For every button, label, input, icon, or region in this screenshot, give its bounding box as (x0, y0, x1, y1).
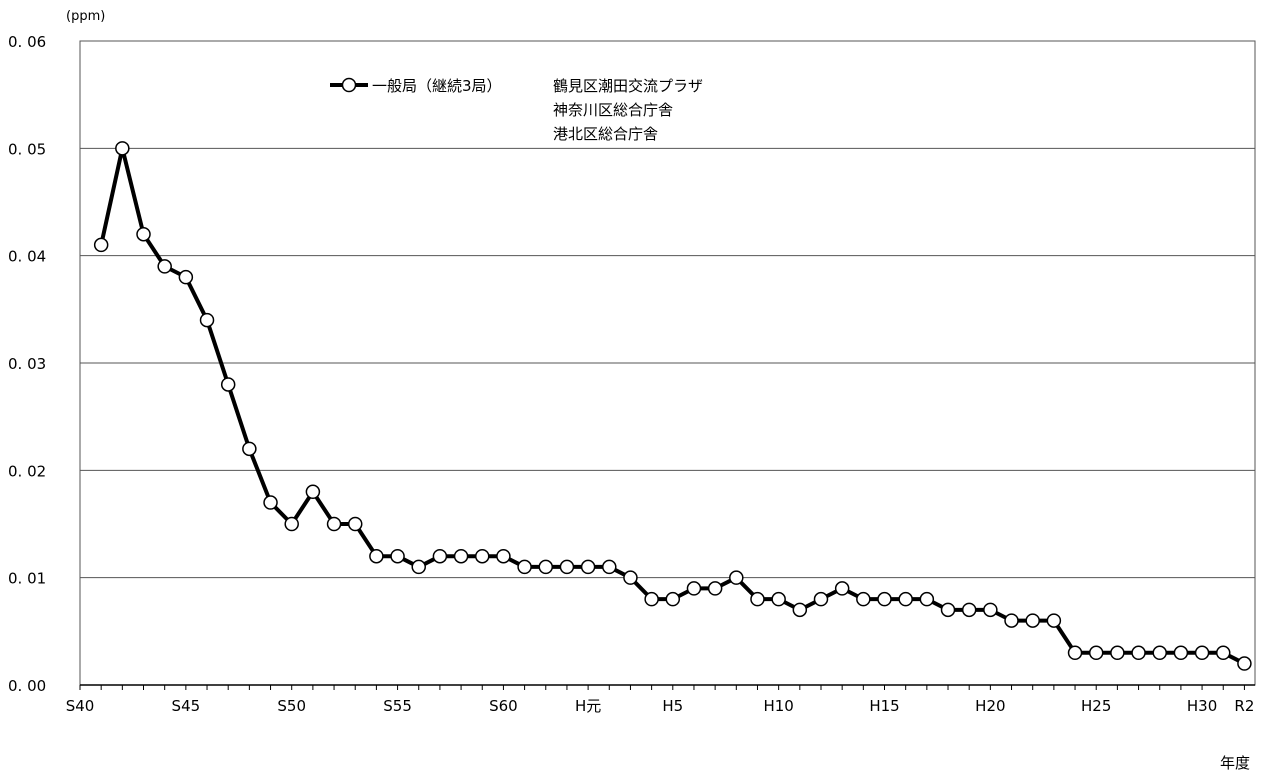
data-point (305, 484, 321, 500)
data-point (580, 559, 596, 575)
data-point (390, 548, 405, 564)
y-tick-label: 0. 01 (8, 570, 46, 588)
data-point (115, 141, 130, 156)
x-tick-label: S45 (172, 697, 201, 715)
x-tick-label: S50 (277, 697, 306, 715)
data-point (1025, 613, 1040, 628)
data-point (856, 591, 871, 607)
x-tick-label: S55 (383, 697, 412, 715)
y-tick-label: 0. 04 (8, 248, 46, 266)
x-tick-label: H10 (763, 697, 793, 715)
data-point (157, 259, 172, 274)
legend-series-name: 一般局（継続3局） (372, 77, 502, 95)
data-point (1237, 656, 1252, 671)
x-tick-label: H25 (1081, 697, 1111, 715)
x-tick-label: H元 (575, 697, 601, 715)
data-point (1067, 645, 1083, 661)
x-tick-label: S40 (66, 697, 95, 715)
x-axis-title: 年度 (1220, 754, 1250, 772)
legend-marker (341, 77, 357, 93)
data-point (834, 581, 850, 596)
legend-station-label: 神奈川区総合庁舎 (553, 101, 673, 119)
data-point (136, 226, 151, 242)
data-point (453, 548, 469, 564)
data-point (220, 377, 236, 392)
x-axis: S40 S45 S50 S55 S60 H元 H5 H10 H15 H20 H25 H30 R2 (66, 684, 1255, 715)
data-point (961, 602, 977, 618)
data-point (750, 591, 765, 607)
x-tick-label: S60 (489, 697, 518, 715)
data-point (1110, 645, 1125, 661)
data-point (1131, 645, 1146, 661)
data-point (602, 559, 617, 575)
data-point (919, 591, 935, 607)
data-point (538, 559, 554, 575)
data-point (263, 495, 278, 510)
data-point (983, 602, 998, 618)
legend-station-label: 港北区総合庁舎 (553, 125, 658, 143)
y-tick-label: 0. 00 (8, 677, 46, 695)
legend-station-label: 鶴見区潮田交流プラザ (553, 77, 703, 95)
data-point (199, 312, 215, 328)
data-point (729, 570, 744, 585)
data-point (1173, 645, 1189, 661)
y-tick-label: 0. 05 (8, 140, 46, 158)
grid-lines (80, 147, 1255, 579)
data-point (496, 548, 511, 564)
series-line (99, 146, 1246, 666)
data-point (940, 602, 956, 618)
y-tick-label: 0. 06 (8, 33, 46, 51)
data-point (792, 602, 808, 618)
series-layer (93, 141, 1252, 671)
y-axis: 0. 00 0. 01 0. 02 0. 03 0. 04 0. 05 0. 06 (8, 33, 46, 695)
data-point (178, 269, 194, 285)
y-tick-label: 0. 03 (8, 355, 46, 373)
data-point (623, 570, 638, 585)
data-point (93, 237, 109, 253)
data-point (813, 591, 829, 607)
x-tick-label: H5 (662, 697, 683, 715)
y-tick-label: 0. 02 (8, 462, 46, 480)
data-point (475, 548, 490, 564)
data-point (369, 548, 384, 564)
x-tick-label: R2 (1234, 697, 1254, 715)
x-tick-label: H20 (975, 697, 1005, 715)
data-point (284, 516, 299, 532)
data-point (1046, 613, 1062, 628)
x-tick-label: H30 (1187, 697, 1217, 715)
data-point (644, 591, 659, 607)
data-point (517, 559, 532, 575)
data-point (242, 441, 257, 457)
data-point (347, 516, 363, 532)
data-point (686, 581, 702, 596)
data-point (877, 591, 892, 607)
data-point (411, 559, 426, 575)
data-point (1004, 613, 1019, 628)
data-point (1152, 645, 1167, 661)
data-point (665, 591, 681, 607)
data-point (1215, 645, 1231, 661)
data-point (432, 548, 448, 564)
x-tick-label: H15 (869, 697, 899, 715)
data-point (1194, 645, 1210, 661)
data-point (771, 591, 786, 607)
y-unit-label: (ppm) (66, 9, 105, 24)
data-point (707, 581, 723, 596)
data-point (326, 516, 342, 532)
data-point (898, 591, 913, 607)
data-point (1088, 645, 1104, 661)
data-point (559, 559, 575, 575)
